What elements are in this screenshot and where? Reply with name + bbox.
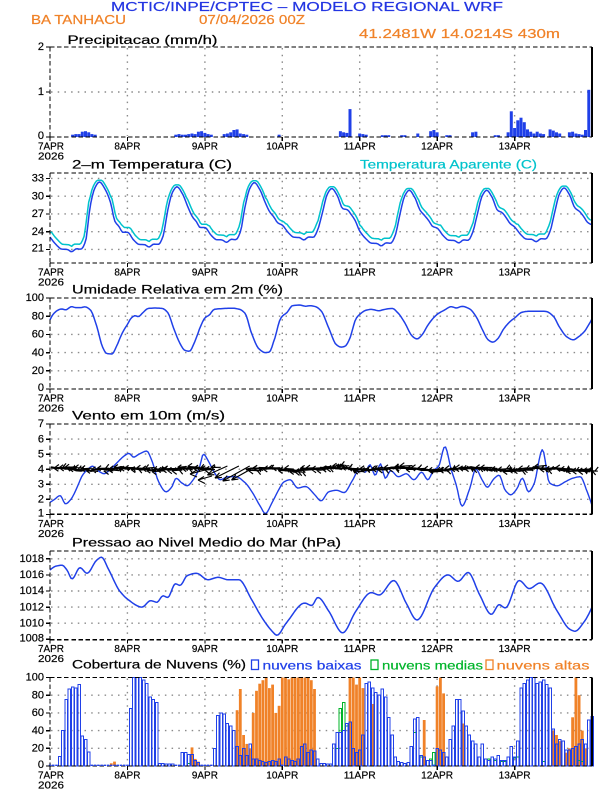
svg-text:80: 80 [32,310,44,322]
svg-text:8APR: 8APR [114,267,140,279]
svg-text:2026: 2026 [38,150,64,162]
svg-text:07/04/2026 00Z: 07/04/2026 00Z [199,13,305,27]
svg-text:7APR: 7APR [38,770,64,782]
svg-text:9APR: 9APR [192,643,218,655]
svg-text:13APR: 13APR [499,393,531,405]
svg-text:11APR: 11APR [344,393,376,405]
svg-text:100: 100 [26,672,44,684]
svg-text:MCTIC/INPE/CPTEC – MODELO REGI: MCTIC/INPE/CPTEC – MODELO REGIONAL WRF [111,0,503,14]
svg-text:11APR: 11APR [344,643,376,655]
svg-text:2026: 2026 [38,779,64,791]
svg-text:13APR: 13APR [499,267,531,279]
svg-text:Cobertura de Nuvens (%): Cobertura de Nuvens (%) [72,660,246,672]
svg-text:11APR: 11APR [344,141,376,153]
svg-text:11APR: 11APR [344,267,376,279]
svg-text:6: 6 [38,433,44,445]
svg-text:0: 0 [38,382,44,394]
svg-text:13APR: 13APR [499,141,531,153]
svg-text:10APR: 10APR [266,770,298,782]
svg-text:7APR: 7APR [38,267,64,279]
svg-text:2026: 2026 [38,276,64,288]
svg-text:1014: 1014 [20,585,44,597]
svg-text:Umidade Relativa em 2m (%): Umidade Relativa em 2m (%) [72,285,283,297]
svg-text:10APR: 10APR [266,518,298,530]
svg-text:Precipitacao (mm/h): Precipitacao (mm/h) [68,35,218,47]
svg-text:0: 0 [38,759,44,771]
svg-text:2026: 2026 [38,653,64,665]
svg-text:8APR: 8APR [114,770,140,782]
svg-text:1: 1 [38,507,44,519]
svg-text:9APR: 9APR [192,393,218,405]
svg-text:12APR: 12APR [421,141,453,153]
svg-text:41.2481W 14.0214S 430m: 41.2481W 14.0214S 430m [359,27,560,41]
svg-text:12APR: 12APR [421,770,453,782]
svg-text:12APR: 12APR [421,267,453,279]
svg-text:9APR: 9APR [192,141,218,153]
svg-text:10APR: 10APR [266,393,298,405]
svg-text:3: 3 [38,479,44,491]
svg-text:0: 0 [38,130,44,142]
svg-text:1012: 1012 [20,601,44,613]
svg-text:1: 1 [38,86,44,98]
svg-text:100: 100 [26,292,44,304]
svg-text:12APR: 12APR [421,643,453,655]
svg-text:BA TANHACU: BA TANHACU [31,13,126,27]
svg-text:1008: 1008 [20,632,44,644]
svg-text:10APR: 10APR [266,141,298,153]
svg-text:7APR: 7APR [38,643,64,655]
svg-text:10APR: 10APR [266,267,298,279]
svg-text:5: 5 [38,448,44,460]
svg-text:9APR: 9APR [192,770,218,782]
svg-text:nuvens altas: nuvens altas [497,660,590,672]
svg-text:27: 27 [32,208,44,220]
svg-text:1018: 1018 [20,553,44,565]
svg-text:13APR: 13APR [499,518,531,530]
svg-text:80: 80 [32,689,44,701]
svg-text:12APR: 12APR [421,393,453,405]
svg-text:7APR: 7APR [38,393,64,405]
svg-text:8APR: 8APR [114,643,140,655]
svg-text:40: 40 [32,725,44,737]
svg-text:2026: 2026 [38,402,64,414]
svg-text:nuvens medias: nuvens medias [382,660,483,672]
svg-text:21: 21 [32,242,44,254]
svg-text:4: 4 [38,463,44,475]
svg-text:7APR: 7APR [38,141,64,153]
svg-text:60: 60 [32,329,44,341]
svg-text:7: 7 [38,418,44,430]
svg-text:Temperatura Aparente (C): Temperatura Aparente (C) [360,160,537,172]
svg-text:40: 40 [32,347,44,359]
svg-text:12APR: 12APR [421,518,453,530]
svg-text:7APR: 7APR [38,518,64,530]
svg-text:30: 30 [32,190,44,202]
svg-text:11APR: 11APR [344,770,376,782]
svg-text:60: 60 [32,707,44,719]
svg-text:1016: 1016 [20,569,44,581]
svg-text:13APR: 13APR [499,770,531,782]
svg-text:2: 2 [38,41,44,53]
svg-text:8APR: 8APR [114,393,140,405]
svg-text:33: 33 [32,173,44,185]
svg-text:Vento em 10m (m/s): Vento em 10m (m/s) [72,411,225,423]
svg-text:9APR: 9APR [192,267,218,279]
svg-text:13APR: 13APR [499,643,531,655]
svg-text:11APR: 11APR [344,518,376,530]
svg-text:1010: 1010 [20,617,44,629]
svg-text:Pressao ao Nivel Medio do Mar: Pressao ao Nivel Medio do Mar (hPa) [72,538,341,550]
svg-text:20: 20 [32,743,44,755]
svg-text:20: 20 [32,365,44,377]
svg-text:9APR: 9APR [192,518,218,530]
svg-text:10APR: 10APR [266,643,298,655]
svg-text:24: 24 [32,226,44,238]
svg-text:nuvens baixas: nuvens baixas [263,660,362,672]
svg-text:8APR: 8APR [114,141,140,153]
svg-text:8APR: 8APR [114,518,140,530]
svg-text:2–m Temperatura (C): 2–m Temperatura (C) [72,160,232,172]
svg-text:2026: 2026 [38,528,64,540]
svg-text:2: 2 [38,494,44,506]
